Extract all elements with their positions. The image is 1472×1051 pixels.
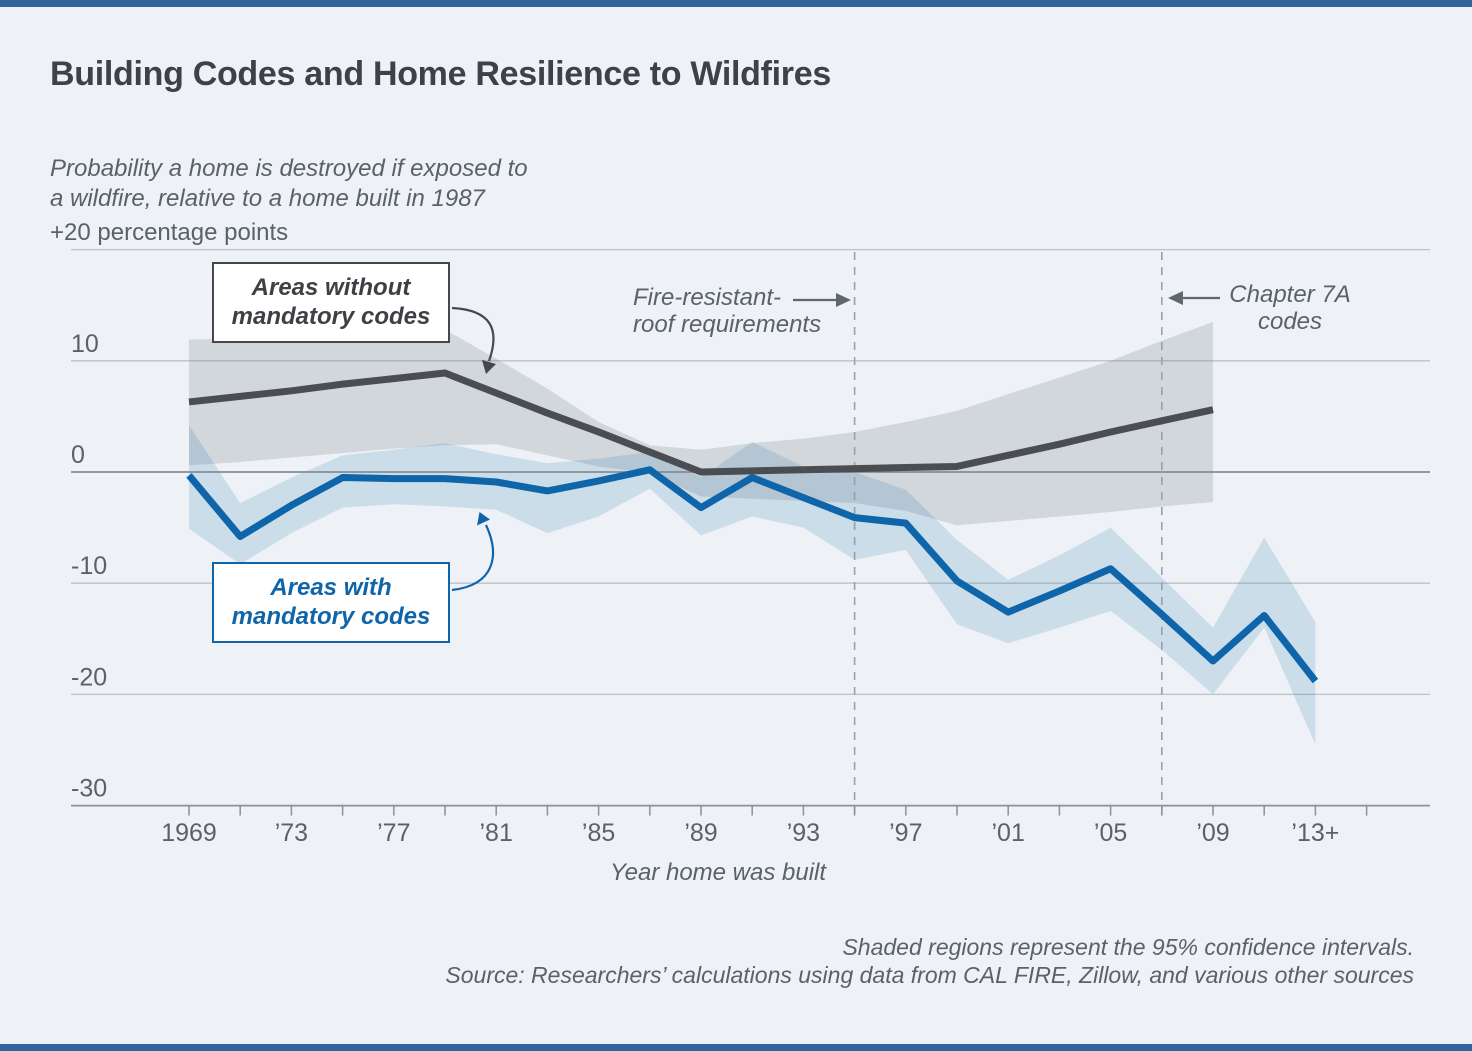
event-label-roof-requirements: Fire-resistant- roof requirements xyxy=(633,284,822,338)
y-tick-label-10: 10 xyxy=(71,330,99,358)
x-tick-label-1969: 1969 xyxy=(161,819,217,847)
annotation-box-with-codes: Areas with mandatory codes xyxy=(212,562,450,643)
x-tick-label-1993: ’93 xyxy=(787,819,820,847)
without-codes-arrow xyxy=(451,306,495,362)
y-gridlines xyxy=(71,248,1430,696)
annotation-box-without-codes: Areas without mandatory codes xyxy=(212,262,450,343)
event-chapter7a-line-2: codes xyxy=(1257,307,1323,335)
event-label-chapter-7a: Chapter 7A codes xyxy=(1190,281,1390,335)
roof-requirements-arrowhead xyxy=(836,293,851,307)
x-axis-title: Year home was built xyxy=(609,859,827,886)
subtitle-line-2: a wildfire, relative to a home built in … xyxy=(50,184,485,212)
x-tick-label-1997: ’97 xyxy=(889,819,922,847)
footnote: Shaded regions represent the 95% confide… xyxy=(400,934,1414,989)
annotation-without-line-1: Areas without xyxy=(251,274,411,301)
x-tick-label-1973: ’73 xyxy=(275,819,308,847)
x-tick-label-2001: ’01 xyxy=(992,819,1025,847)
y-tick-label--20: -20 xyxy=(71,663,107,691)
page-title: Building Codes and Home Resilience to Wi… xyxy=(50,55,831,93)
bottom-accent-bar xyxy=(0,1044,1472,1051)
y-tick-label--30: -30 xyxy=(71,775,107,803)
x-tick-label-1985: ’85 xyxy=(582,819,615,847)
chart-subtitle: Probability a home is destroyed if expos… xyxy=(50,154,528,213)
top-accent-bar xyxy=(0,0,1472,7)
x-tick-label-1977: ’77 xyxy=(377,819,410,847)
ci-band-with-codes xyxy=(189,425,1316,745)
x-tick-label-2013: ’13+ xyxy=(1291,819,1339,847)
subtitle-line-1: Probability a home is destroyed if expos… xyxy=(50,155,528,182)
y-tick-labels: 10 0 -10 -20 -30 xyxy=(71,330,107,803)
event-roof-line-2: roof requirements xyxy=(633,310,822,338)
x-tick-label-1981: ’81 xyxy=(480,819,513,847)
footnote-line-2: Source: Researchers’ calculations using … xyxy=(445,961,1414,988)
event-chapter7a-line-1: Chapter 7A xyxy=(1229,281,1351,308)
without-codes-arrowhead xyxy=(482,360,496,374)
annotation-without-line-2: mandatory codes xyxy=(231,302,431,330)
x-axis xyxy=(71,804,1430,816)
chapter-7a-arrowhead xyxy=(1168,291,1183,305)
y-tick-label-0: 0 xyxy=(71,441,85,469)
x-tick-label-1989: ’89 xyxy=(684,819,717,847)
y-tick-label--10: -10 xyxy=(71,552,107,580)
line-with-codes xyxy=(186,466,1319,684)
footnote-line-1: Shaded regions represent the 95% confide… xyxy=(842,934,1414,960)
y-axis-unit-label: +20 percentage points xyxy=(50,219,289,246)
with-codes-arrowhead xyxy=(477,512,490,526)
line-without-codes xyxy=(188,369,1214,476)
annotation-with-line-2: mandatory codes xyxy=(231,602,431,630)
annotation-arrows xyxy=(451,291,1220,592)
x-tick-label-2005: ’05 xyxy=(1094,819,1127,847)
with-codes-arrow xyxy=(451,524,494,592)
annotation-with-line-1: Areas with xyxy=(270,574,392,601)
x-tick-labels: 1969 ’73 ’77 ’81 ’85 ’89 ’93 ’97 ’01 ’05 ’09 ’13+ xyxy=(161,819,1339,847)
event-roof-line-1: Fire-resistant- xyxy=(633,284,782,311)
x-tick-label-2009: ’09 xyxy=(1196,819,1229,847)
